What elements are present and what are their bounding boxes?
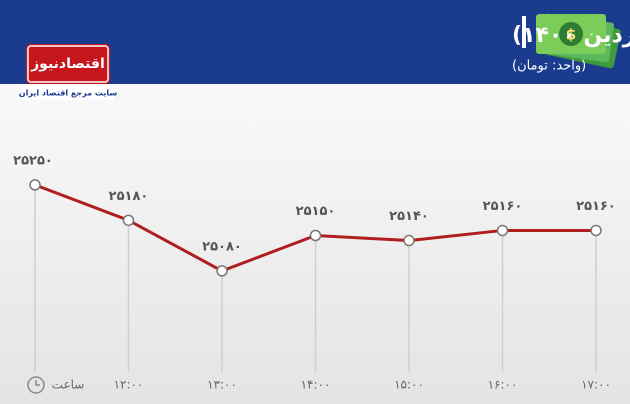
- x-tick-label: ۱۴:۰۰: [301, 378, 331, 392]
- svg-text:$: $: [566, 26, 576, 44]
- value-label: ۲۵۱۵۰: [296, 204, 336, 219]
- value-label: ۲۵۱۴۰: [389, 209, 429, 224]
- chart-title: روند بهای دلار (چهارشنبه ۱۸ فروردین ۱۴۰۰…: [512, 23, 630, 48]
- point: [590, 224, 602, 237]
- point: [309, 229, 322, 242]
- value-label: ۲۵۰۸۰: [202, 239, 242, 254]
- point: [216, 265, 228, 277]
- value-label: ۲۵۱۶۰: [483, 199, 523, 214]
- point: [496, 224, 509, 237]
- point: [29, 179, 41, 191]
- title-bar: [522, 16, 526, 48]
- x-tick-label: ۱۷:۰۰: [581, 378, 611, 392]
- value-label: ۲۵۲۵۰: [13, 153, 53, 168]
- logo-name: اقتصادنیوز: [30, 56, 105, 72]
- logo-tagline: سایت مرجع اقتصاد ایران: [19, 89, 118, 98]
- dollar-icon: $: [536, 13, 621, 69]
- clock-icon: [27, 376, 45, 394]
- logo: اقتصادنیوز سایت مرجع اقتصاد ایران: [19, 44, 118, 100]
- x-tick-label: ۱۵:۰۰: [394, 378, 424, 392]
- x-tick-label: ۱۲:۰۰: [114, 378, 144, 392]
- x-tick-label: ۱۶:۰۰: [488, 378, 518, 392]
- x-tick-label: ۱۳:۰۰: [207, 378, 237, 392]
- value-label: ۲۵۱۸۰: [109, 189, 149, 204]
- point: [122, 214, 135, 227]
- x-axis-label: ساعت: [52, 378, 85, 392]
- value-label: ۲۵۱۶۰: [576, 199, 616, 214]
- point: [403, 234, 415, 247]
- chart-subtitle: (واحد: تومان): [512, 59, 586, 74]
